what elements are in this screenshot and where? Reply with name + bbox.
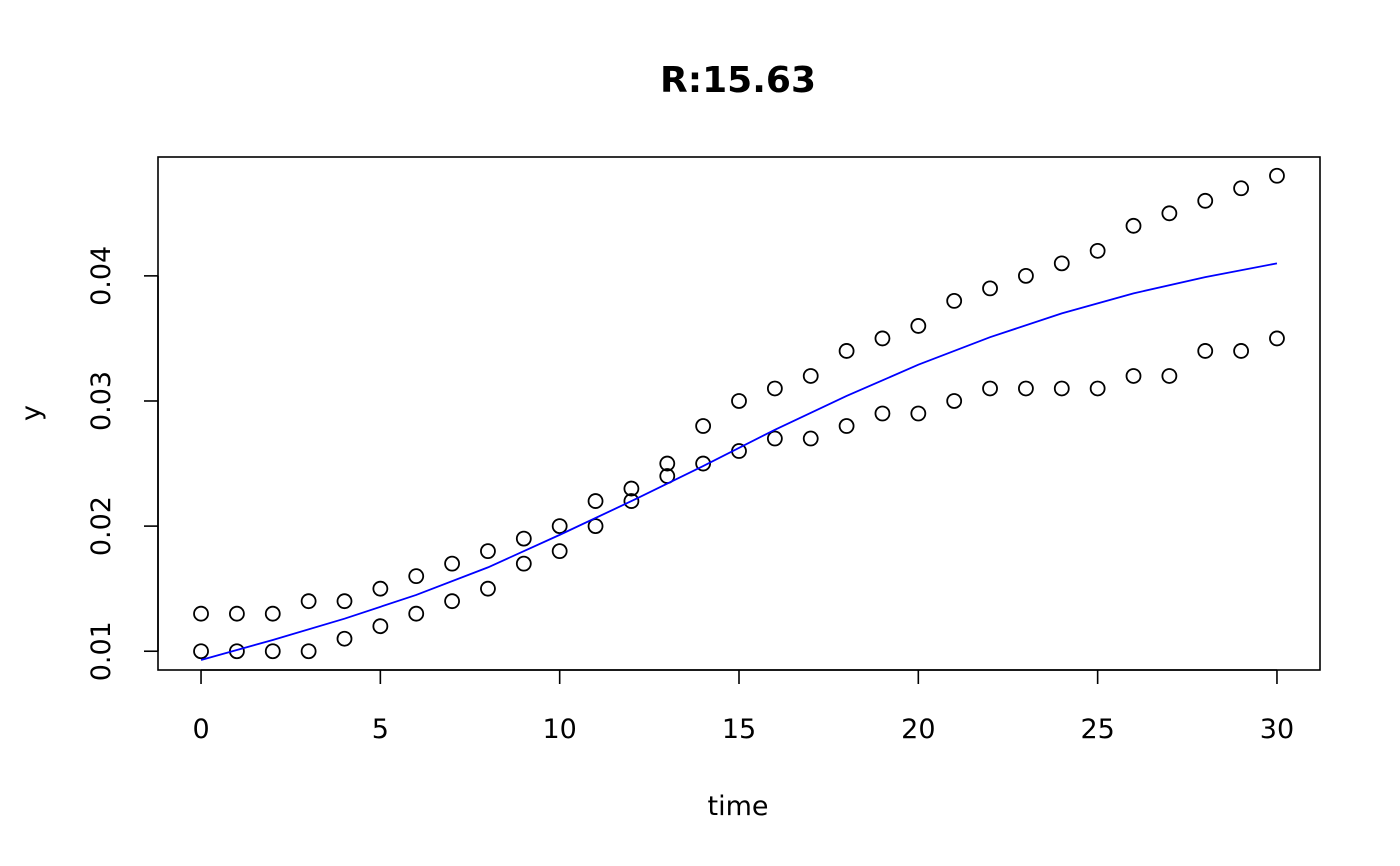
data-point xyxy=(264,605,281,622)
data-point xyxy=(910,318,927,334)
data-point xyxy=(1089,242,1106,259)
data-point xyxy=(444,593,460,610)
chart-title: R:15.63 xyxy=(660,60,816,101)
series-layer xyxy=(193,167,1285,661)
data-point xyxy=(515,530,532,547)
data-point xyxy=(623,480,640,497)
data-point xyxy=(874,405,891,422)
data-point xyxy=(1089,380,1106,397)
x-axis: 0 5 10 15 20 25 30 xyxy=(192,669,1294,745)
data-point xyxy=(1125,368,1142,384)
x-tick-label: 30 xyxy=(1260,714,1294,745)
data-point xyxy=(336,630,353,647)
data-point xyxy=(695,418,712,434)
x-tick-label: 15 xyxy=(722,714,756,745)
data-point xyxy=(659,455,676,472)
data-point xyxy=(300,643,317,660)
data-point xyxy=(802,430,819,447)
y-tick-label: 0.04 xyxy=(86,246,117,306)
data-point xyxy=(587,493,604,509)
data-point xyxy=(193,643,209,660)
data-point xyxy=(946,292,963,309)
data-point xyxy=(300,593,317,610)
x-tick-label: 25 xyxy=(1080,714,1114,745)
data-point xyxy=(480,543,496,560)
data-point xyxy=(1233,180,1249,197)
data-point xyxy=(587,518,604,535)
y-tick-label: 0.03 xyxy=(86,371,117,431)
data-point xyxy=(838,418,855,434)
data-point xyxy=(1197,192,1214,209)
data-point xyxy=(838,343,855,359)
data-point xyxy=(766,430,783,447)
data-point xyxy=(802,368,819,384)
data-point xyxy=(551,543,568,560)
data-point xyxy=(695,455,712,472)
data-point xyxy=(372,580,389,597)
data-point xyxy=(910,405,927,422)
y-tick-label: 0.01 xyxy=(86,621,117,681)
x-tick-label: 0 xyxy=(192,714,209,745)
y-axis-label: y xyxy=(16,405,47,421)
data-point xyxy=(766,380,783,397)
data-point xyxy=(515,555,532,572)
data-point xyxy=(264,643,281,660)
data-point xyxy=(551,518,568,535)
data-point xyxy=(623,493,640,509)
data-point xyxy=(1269,330,1285,347)
data-point xyxy=(193,605,209,622)
fit-line xyxy=(200,262,1278,661)
plot-frame xyxy=(157,156,1321,671)
data-point xyxy=(982,380,998,397)
x-axis-label: time xyxy=(707,791,768,822)
data-point xyxy=(1161,368,1178,384)
y-tick-label: 0.02 xyxy=(86,496,117,556)
x-tick-label: 5 xyxy=(372,714,389,745)
data-point xyxy=(480,580,496,597)
data-point xyxy=(731,393,747,409)
data-point xyxy=(1053,380,1070,397)
data-point xyxy=(1018,380,1034,397)
x-tick-label: 10 xyxy=(542,714,576,745)
data-point xyxy=(229,605,245,622)
data-point xyxy=(982,280,998,297)
data-point xyxy=(408,568,425,585)
data-point xyxy=(1269,167,1285,184)
data-point xyxy=(1197,343,1214,359)
data-point xyxy=(874,330,891,347)
data-point xyxy=(1161,205,1178,222)
data-point xyxy=(1125,217,1142,234)
data-point xyxy=(336,593,353,610)
data-point xyxy=(444,555,460,572)
data-point xyxy=(1053,255,1070,272)
data-point xyxy=(1233,343,1249,359)
y-axis: 0.01 0.02 0.03 0.04 xyxy=(86,246,159,681)
data-point xyxy=(408,605,425,622)
data-point xyxy=(372,618,389,635)
data-point xyxy=(946,393,963,409)
data-point xyxy=(1018,267,1034,284)
x-tick-label: 20 xyxy=(901,714,935,745)
